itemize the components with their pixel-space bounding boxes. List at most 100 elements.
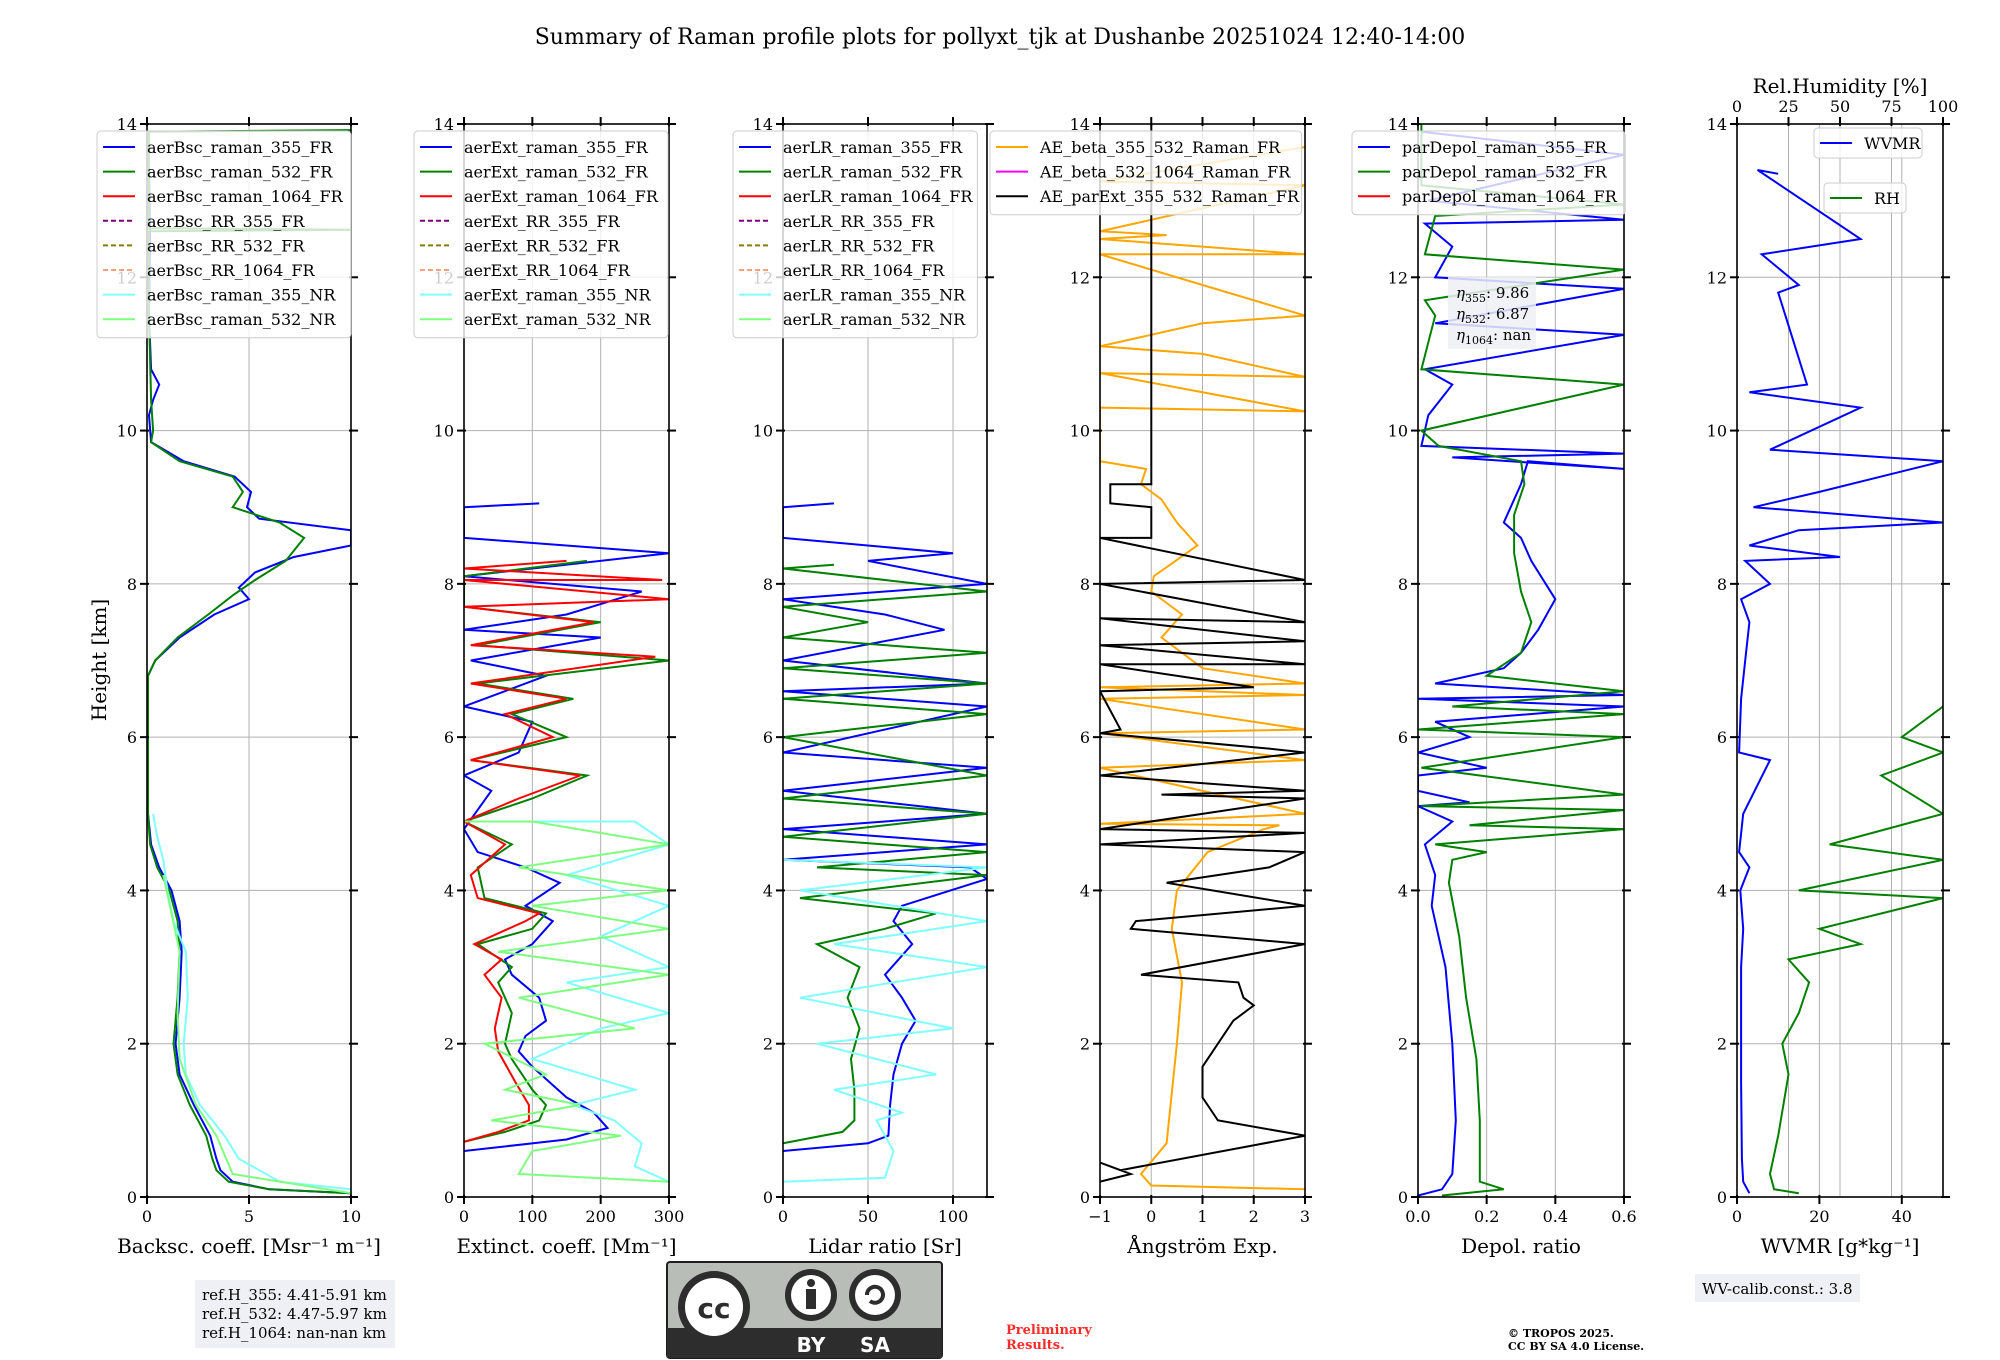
x-axis-label: WVMR [g*kg⁻¹] (1761, 1234, 1920, 1258)
series-group (464, 502, 669, 1183)
y-tick-label: 4 (1080, 881, 1090, 900)
axes-frame (1417, 123, 1625, 1198)
axes-frame (782, 123, 988, 1198)
x-tick-label: 100 (517, 1207, 548, 1226)
x-tick-label: 50 (858, 1207, 878, 1226)
legend-label: WVMR (1864, 134, 1921, 153)
y-tick-label: 8 (1080, 575, 1090, 594)
x2-axis-label: Rel.Humidity [%] (1753, 74, 1928, 98)
ref-height-532: ref.H_532: 4.47-5.97 km (202, 1305, 387, 1323)
cc-icon (685, 1278, 743, 1336)
legend-label: RH (1874, 189, 1900, 208)
y-tick-label: 8 (444, 575, 454, 594)
series-group (1100, 124, 1305, 1191)
x-tick-label: 0.0 (1405, 1207, 1430, 1226)
x-tick-label: 5 (244, 1207, 254, 1226)
legend: aerBsc_raman_355_FR aerBsc_raman_532_FRae… (96, 130, 352, 339)
person-head (807, 1279, 815, 1287)
person-body (806, 1289, 816, 1309)
legend-label: aerExt_RR_1064_FR (464, 261, 631, 280)
x-tick-label: 0.2 (1474, 1207, 1499, 1226)
legend-label: aerBsc_RR_532_FR (147, 236, 305, 255)
legend-label: aerBsc_RR_1064_FR (147, 261, 316, 280)
y-tick-label: 0 (444, 1188, 454, 1207)
axes-frame (463, 123, 670, 1198)
series-line-aerExt_raman_1064_FR (464, 559, 669, 1143)
y-tick-label: 4 (127, 881, 137, 900)
legend-label: AE_parExt_355_532_Raman_FR (1039, 187, 1300, 206)
y-tick-label: 6 (763, 728, 773, 747)
series-line-aerExt_raman_532_FR (464, 559, 669, 1143)
legend: AE_beta_355_532_Raman_FR AE_beta_532_1064… (989, 130, 1303, 216)
cc-icon-label: cc (697, 1292, 730, 1325)
x-tick-label: 0 (1146, 1207, 1156, 1226)
legend-label: aerBsc_RR_355_FR (147, 212, 305, 231)
y-tick-label: 12 (1707, 268, 1727, 287)
y-tick-label: 2 (1398, 1035, 1408, 1054)
legend-box (989, 130, 1303, 216)
legend-label: aerLR_raman_532_NR (783, 310, 966, 329)
x-tick-label: 0.6 (1611, 1207, 1636, 1226)
by-label: BY (797, 1333, 826, 1357)
legend-box (413, 130, 669, 339)
series-line-aerExt_raman_355_NR (464, 820, 669, 1183)
y-tick-label: 0 (1398, 1188, 1408, 1207)
legend-label: aerBsc_raman_1064_FR (147, 187, 344, 206)
series-line-AE_beta_355_532_Raman_FR (1100, 146, 1305, 1191)
series-line-aerBsc_raman_532_FR (147, 129, 351, 1195)
legend-label: aerBsc_raman_532_NR (147, 310, 336, 329)
legend-label: aerExt_raman_532_NR (464, 310, 652, 329)
y-tick-label: 8 (763, 575, 773, 594)
y-tick-label: 10 (117, 422, 137, 441)
y-tick-label: 4 (444, 881, 454, 900)
preliminary-label: Preliminary (1006, 1323, 1092, 1338)
y-tick-label: 6 (444, 728, 454, 747)
y-tick-label: 6 (1080, 728, 1090, 747)
x-axis-label: Extinct. coeff. [Mm⁻¹] (456, 1234, 676, 1258)
y-axis-label: Height [km] (87, 599, 111, 721)
x2-tick-label: 0 (1732, 97, 1742, 116)
y-tick-label: 14 (1070, 115, 1090, 134)
panels: 024681012140510Backsc. coeff. [Msr⁻¹ m⁻¹… (96, 74, 1958, 1258)
y-tick-label: 10 (434, 422, 454, 441)
ref-height-note: ref.H_355: 4.41-5.91 km ref.H_532: 4.47-… (195, 1280, 395, 1348)
series-line-aerLR_raman_532_FR (783, 563, 987, 1145)
legend-label: aerBsc_raman_355_FR (147, 138, 333, 157)
y-tick-label: 2 (1080, 1035, 1090, 1054)
panel-ext: 024681012140100200300Extinct. coeff. [Mm… (413, 115, 684, 1258)
legend-label: aerLR_RR_1064_FR (783, 261, 945, 280)
eta-1064: η1064: nan (1456, 326, 1531, 347)
legend-box (1823, 182, 1907, 214)
y-tick-label: 0 (763, 1188, 773, 1207)
x-axis-label: Backsc. coeff. [Msr⁻¹ m⁻¹] (117, 1234, 381, 1258)
legend-label: aerLR_raman_355_NR (783, 286, 966, 305)
figure-title: Summary of Raman profile plots for polly… (535, 25, 1466, 50)
eta-355: η355: 9.86 (1456, 284, 1529, 305)
x-tick-label: 0.4 (1543, 1207, 1568, 1226)
y-tick-label: 4 (763, 881, 773, 900)
y-tick-label: 8 (1398, 575, 1408, 594)
copyright-line: © TROPOS 2025. (1508, 1327, 1614, 1340)
panel-bsc: 024681012140510Backsc. coeff. [Msr⁻¹ m⁻¹… (96, 115, 381, 1258)
y-tick-label: 0 (1080, 1188, 1090, 1207)
series-group (783, 502, 987, 1183)
legend-label: parDepol_raman_355_FR (1402, 138, 1608, 157)
x-tick-label: 100 (938, 1207, 969, 1226)
legend-box (96, 130, 352, 339)
y-tick-label: 10 (1388, 422, 1408, 441)
share-alike-arrow (864, 1284, 885, 1305)
y-tick-label: 10 (753, 422, 773, 441)
x-tick-label: 0 (142, 1207, 152, 1226)
y-tick-label: 14 (1388, 115, 1408, 134)
wv-calib-note: WV-calib.const.: 3.8 (1695, 1274, 1860, 1302)
legend-label: aerLR_raman_1064_FR (783, 187, 973, 206)
ref-height-note-box (195, 1280, 395, 1348)
results-label: Results. (1006, 1338, 1065, 1353)
x-tick-label: 0 (1732, 1207, 1742, 1226)
y-tick-label: 8 (127, 575, 137, 594)
license-line: CC BY SA 4.0 License. (1508, 1340, 1644, 1353)
x-tick-label: 1 (1197, 1207, 1207, 1226)
series-line-parDepol_raman_532_FR (1418, 124, 1624, 1197)
legend: parDepol_raman_355_FR parDepol_raman_532_… (1351, 130, 1626, 216)
legend-box (732, 130, 978, 339)
